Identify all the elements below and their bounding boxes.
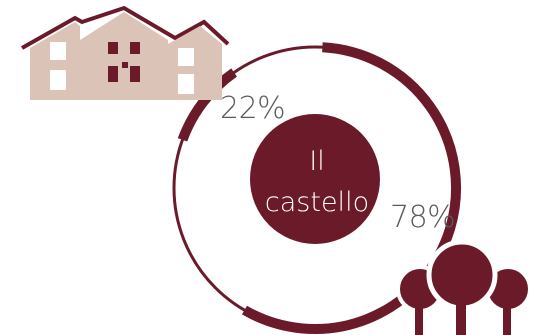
center-circle bbox=[250, 114, 380, 244]
center-title: Il castello bbox=[252, 125, 382, 235]
percent-label-22: 22% bbox=[220, 91, 286, 126]
center-title-line1: Il bbox=[309, 146, 325, 177]
chart-segment-78 bbox=[242, 42, 462, 334]
percent-label-78: 78% bbox=[390, 200, 456, 235]
center-title-line2: castello bbox=[264, 187, 370, 218]
trees-icon bbox=[396, 239, 532, 335]
chart-segment-22 bbox=[177, 68, 238, 142]
houses-icon bbox=[21, 5, 230, 100]
